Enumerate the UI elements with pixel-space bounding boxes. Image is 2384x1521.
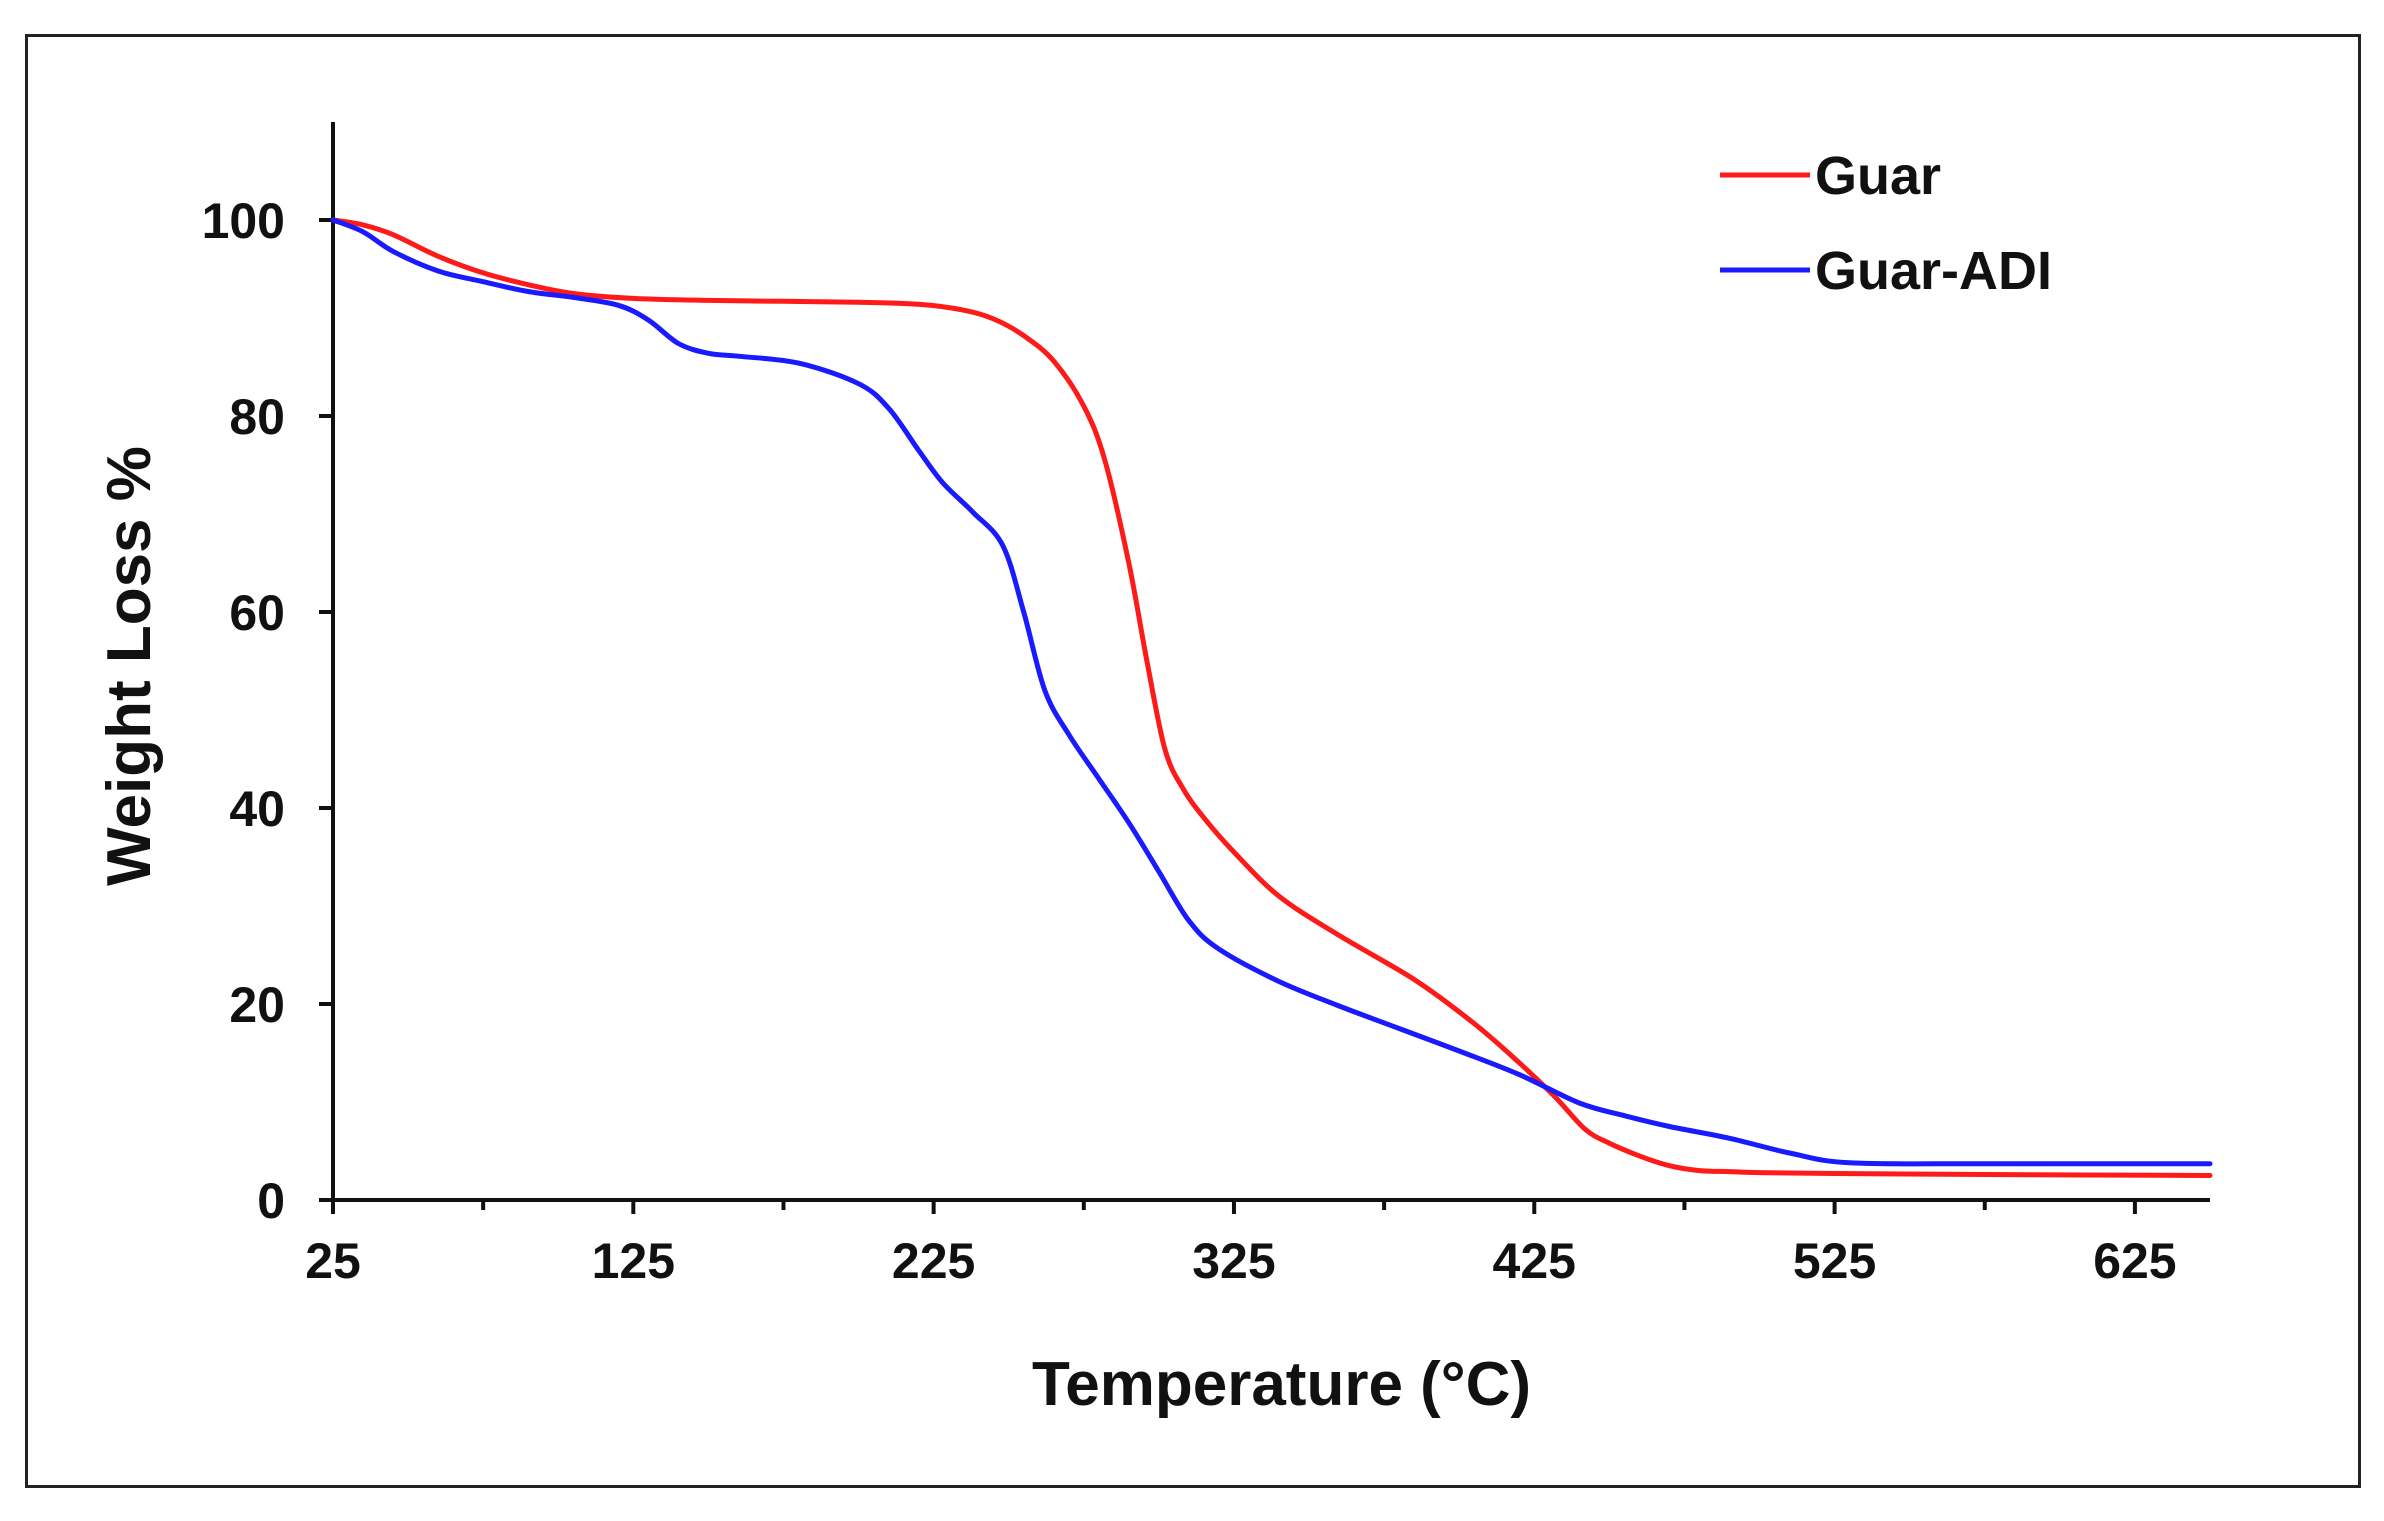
x-tick-label-125: 125 xyxy=(592,1233,675,1289)
x-tick-label-325: 325 xyxy=(1192,1233,1275,1289)
y-tick-label-100: 100 xyxy=(202,193,285,249)
legend-label-guar-adi: Guar-ADI xyxy=(1815,241,2052,301)
x-axis-title: Temperature (°C) xyxy=(1032,1350,1531,1419)
legend-label-guar: Guar xyxy=(1815,146,1941,206)
x-tick-label-525: 525 xyxy=(1793,1233,1876,1289)
series-line-guar-adi xyxy=(330,217,2213,1167)
y-tick-label-0: 0 xyxy=(257,1173,285,1229)
y-tick-label-40: 40 xyxy=(229,781,285,837)
y-tick-label-60: 60 xyxy=(229,585,285,641)
figure-frame xyxy=(25,34,2361,1488)
axes xyxy=(331,122,2210,1202)
y-axis-title: Weight Loss % xyxy=(95,446,164,886)
legend: Guar Guar-ADI xyxy=(1720,146,2052,301)
ticks: 0 20 40 60 80 100 25 125 225 325 425 525 625 xyxy=(202,193,2177,1289)
series-layer xyxy=(330,217,2213,1178)
x-tick-label-225: 225 xyxy=(892,1233,975,1289)
y-tick-label-20: 20 xyxy=(229,977,285,1033)
series-line-guar xyxy=(330,217,2213,1178)
x-tick-label-625: 625 xyxy=(2093,1233,2176,1289)
x-tick-label-25: 25 xyxy=(305,1233,361,1289)
x-tick-label-425: 425 xyxy=(1493,1233,1576,1289)
y-tick-label-80: 80 xyxy=(229,389,285,445)
